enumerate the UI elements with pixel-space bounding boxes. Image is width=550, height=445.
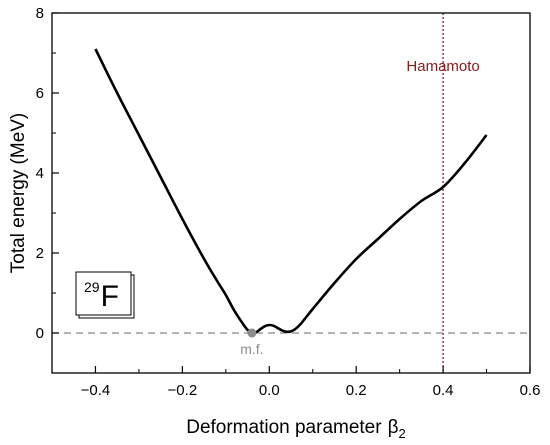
y-tick-label: 0 bbox=[36, 325, 44, 342]
mean-field-minimum-point bbox=[247, 328, 257, 338]
x-tick-label: 0.4 bbox=[433, 382, 454, 399]
y-tick-label: 4 bbox=[36, 165, 44, 182]
x-axis-beta-subscript: 2 bbox=[399, 426, 406, 441]
energy-curve-0 bbox=[94, 48, 488, 335]
y-tick-label: 2 bbox=[36, 245, 44, 262]
x-tick-label: 0.0 bbox=[259, 382, 280, 399]
nucleus-label-box: 29F bbox=[75, 271, 135, 319]
plot-frame bbox=[51, 12, 531, 374]
hamamoto-label: Hamamoto bbox=[406, 58, 479, 75]
x-axis-title: Deformation parameter β2 bbox=[186, 417, 406, 441]
mean-field-label: m.f. bbox=[240, 341, 263, 357]
x-tick-label: 0.2 bbox=[346, 382, 367, 399]
nucleus-mass-number: 29 bbox=[84, 279, 100, 295]
x-tick-label: −0.2 bbox=[168, 382, 198, 399]
x-tick-label: 0.6 bbox=[520, 382, 541, 399]
x-axis-beta-symbol: β bbox=[388, 417, 399, 438]
y-tick-label: 8 bbox=[36, 5, 44, 22]
x-tick-label: −0.4 bbox=[81, 382, 111, 399]
x-axis-title-text: Deformation parameter bbox=[186, 417, 382, 438]
y-axis-title: Total energy (MeV) bbox=[8, 113, 29, 274]
nucleus-symbol: F bbox=[101, 280, 119, 313]
svg-text:29F: 29F bbox=[84, 279, 119, 313]
y-tick-label: 6 bbox=[36, 85, 44, 102]
